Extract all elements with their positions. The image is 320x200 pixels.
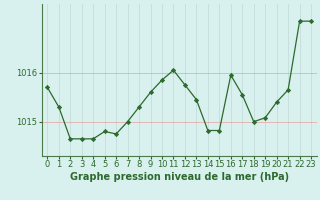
- X-axis label: Graphe pression niveau de la mer (hPa): Graphe pression niveau de la mer (hPa): [70, 172, 289, 182]
